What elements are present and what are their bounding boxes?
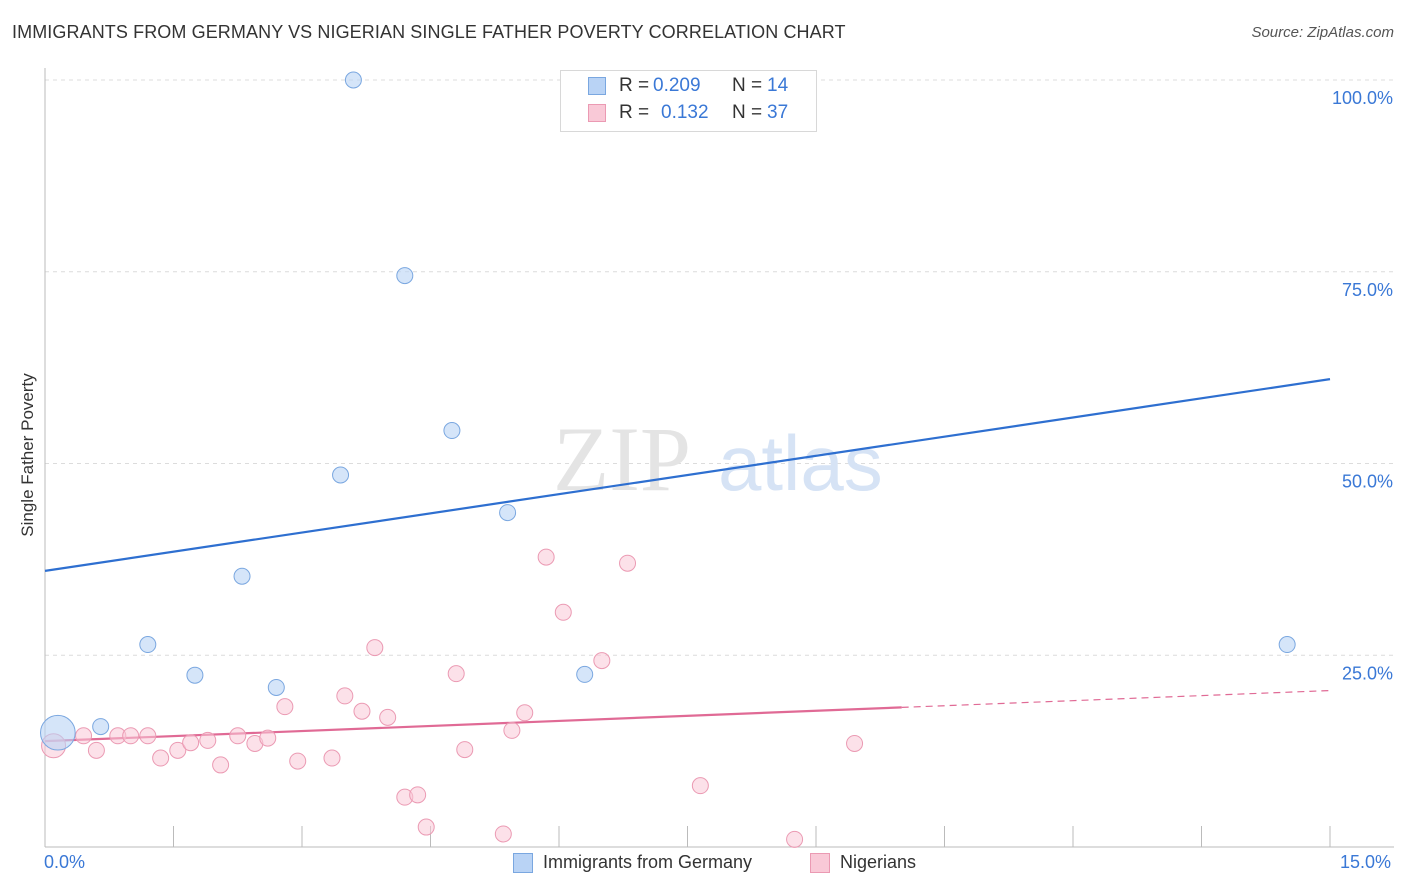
legend-row-germany: R = 0.209 N = 14: [561, 73, 816, 100]
point-germany: [139, 636, 157, 654]
legend-swatch-germany: [588, 77, 606, 95]
point-nigerians: [212, 756, 230, 774]
watermark-atlas: atlas: [718, 419, 883, 507]
point-nigerians: [456, 741, 474, 759]
point-nigerians: [122, 727, 140, 745]
legend-swatch-germany: [513, 852, 533, 873]
y-tick-label: 25.0%: [1342, 663, 1393, 683]
point-germany: [443, 422, 461, 440]
legend-label-germany: Immigrants from Germany: [543, 852, 753, 872]
legend-label-nigerians: Nigerians: [840, 852, 917, 872]
point-nigerians: [289, 752, 307, 770]
legend-swatch-nigerians: [810, 852, 830, 873]
correlation-legend: R = 0.209 N = 14 R = 0.132 N = 37: [560, 70, 817, 132]
point-germany: [332, 466, 350, 484]
legend-item-germany[interactable]: Immigrants from Germany: [513, 852, 752, 873]
watermark: ZIP atlas: [553, 408, 883, 510]
point-nigerians: [846, 734, 864, 752]
point-nigerians: [259, 729, 277, 747]
point-germany: [1278, 636, 1296, 654]
legend-row-nigerians: R = 0.132 N = 37: [561, 100, 816, 127]
point-germany: [344, 71, 362, 89]
point-nigerians: [447, 665, 465, 683]
point-nigerians: [593, 652, 611, 670]
point-nigerians: [276, 698, 294, 716]
point-nigerians: [336, 687, 354, 705]
point-nigerians: [494, 825, 512, 843]
r-label: R =: [619, 75, 650, 96]
point-nigerians: [323, 749, 341, 767]
point-nigerians: [554, 603, 572, 621]
point-nigerians: [229, 727, 247, 745]
point-nigerians: [199, 731, 217, 749]
point-nigerians: [139, 727, 157, 745]
point-nigerians: [786, 830, 804, 848]
point-nigerians: [379, 708, 397, 726]
legend-item-nigerians[interactable]: Nigerians: [810, 852, 916, 873]
point-nigerians: [619, 554, 637, 572]
point-germany: [92, 718, 110, 736]
r-value: 0.209: [653, 75, 701, 96]
r-label: R =: [619, 102, 650, 123]
watermark-zip: ZIP: [553, 408, 691, 510]
gridlines: [45, 79, 1394, 656]
point-nigerians: [691, 777, 709, 795]
point-nigerians: [366, 639, 384, 657]
legend-swatch-nigerians: [588, 104, 606, 122]
trend-line-nigerians-extrapolated: [901, 689, 1331, 709]
point-germany: [499, 504, 517, 522]
point-nigerians: [409, 786, 427, 804]
n-label: N =: [732, 102, 763, 123]
chart-title: IMMIGRANTS FROM GERMANY VS NIGERIAN SING…: [12, 22, 846, 42]
point-nigerians: [516, 704, 534, 722]
trend-line-nigerians: [44, 706, 902, 743]
n-label: N =: [732, 75, 763, 96]
point-germany: [186, 666, 204, 684]
point-nigerians: [87, 741, 105, 759]
point-nigerians: [152, 749, 170, 767]
data-points: [40, 71, 1296, 848]
point-germany: [233, 567, 251, 585]
y-tick-label: 50.0%: [1342, 472, 1393, 492]
point-germany: [396, 267, 414, 285]
point-nigerians: [75, 727, 93, 745]
n-value: 14: [767, 75, 789, 96]
series-legend: Immigrants from Germany Nigerians: [0, 852, 1406, 878]
y-tick-label: 100.0%: [1332, 88, 1393, 108]
point-nigerians: [503, 721, 521, 739]
point-nigerians: [182, 734, 200, 752]
x-tick-min: 0.0%: [44, 852, 86, 872]
point-nigerians: [537, 548, 555, 566]
point-nigerians: [169, 741, 187, 759]
r-value: 0.132: [661, 102, 709, 123]
point-nigerians: [353, 702, 371, 720]
y-tick-labels: 25.0% 50.0% 75.0% 100.0%: [1332, 88, 1393, 683]
trend-line-germany: [44, 378, 1331, 572]
point-nigerians: [417, 818, 435, 836]
point-germany: [40, 714, 76, 751]
n-value: 37: [767, 102, 789, 123]
y-tick-label: 75.0%: [1342, 280, 1393, 300]
x-tick-max: 15.0%: [1340, 852, 1392, 872]
point-germany: [267, 678, 285, 696]
point-germany: [576, 665, 594, 683]
source-credit: Source: ZipAtlas.com: [1251, 24, 1394, 41]
